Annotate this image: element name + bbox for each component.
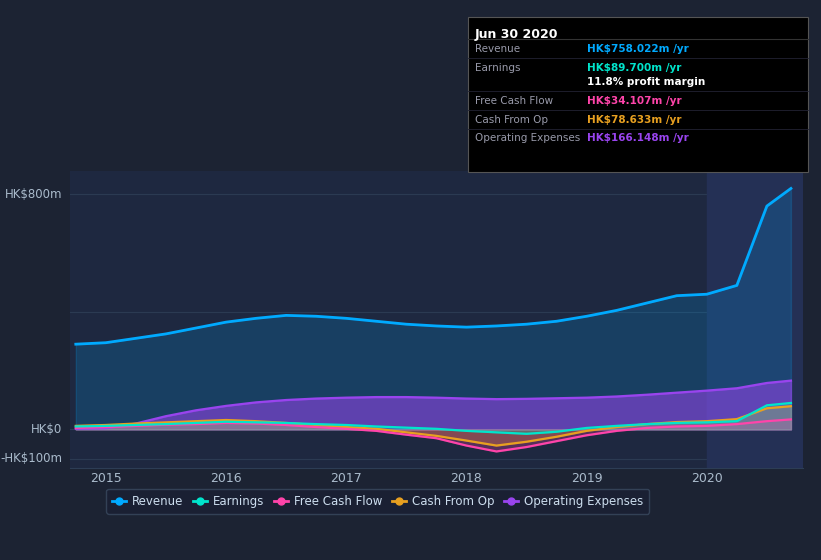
Bar bbox=[707, 171, 821, 468]
Text: Jun 30 2020: Jun 30 2020 bbox=[475, 28, 558, 41]
Text: HK$34.107m /yr: HK$34.107m /yr bbox=[587, 96, 681, 106]
Text: Free Cash Flow: Free Cash Flow bbox=[475, 96, 553, 106]
Text: HK$758.022m /yr: HK$758.022m /yr bbox=[587, 44, 689, 54]
Text: HK$89.700m /yr: HK$89.700m /yr bbox=[587, 63, 681, 73]
Text: Earnings: Earnings bbox=[475, 63, 520, 73]
Text: Revenue: Revenue bbox=[475, 44, 520, 54]
Text: Cash From Op: Cash From Op bbox=[475, 115, 548, 124]
Text: HK$0: HK$0 bbox=[31, 423, 62, 436]
Text: HK$78.633m /yr: HK$78.633m /yr bbox=[587, 115, 681, 124]
Text: -HK$100m: -HK$100m bbox=[1, 452, 62, 465]
Legend: Revenue, Earnings, Free Cash Flow, Cash From Op, Operating Expenses: Revenue, Earnings, Free Cash Flow, Cash … bbox=[106, 489, 649, 514]
Text: 11.8% profit margin: 11.8% profit margin bbox=[587, 77, 705, 87]
Text: Operating Expenses: Operating Expenses bbox=[475, 133, 580, 143]
Text: HK$800m: HK$800m bbox=[5, 188, 62, 201]
Text: HK$166.148m /yr: HK$166.148m /yr bbox=[587, 133, 689, 143]
